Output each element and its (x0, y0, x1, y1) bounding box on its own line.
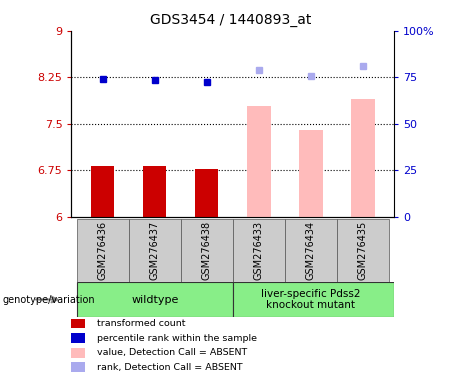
Bar (233, 282, 394, 317)
Text: GSM276434: GSM276434 (306, 221, 316, 280)
Text: percentile rank within the sample: percentile rank within the sample (97, 334, 257, 343)
Bar (77, 219, 129, 282)
Bar (143, 166, 166, 217)
Text: transformed count: transformed count (97, 319, 185, 328)
Text: GSM276438: GSM276438 (202, 221, 212, 280)
Bar (77, 282, 233, 317)
Text: liver-specific Pdss2
knockout mutant: liver-specific Pdss2 knockout mutant (261, 289, 361, 310)
Text: GDS3454 / 1440893_at: GDS3454 / 1440893_at (150, 13, 311, 27)
Text: GSM276433: GSM276433 (254, 221, 264, 280)
Bar (129, 219, 181, 282)
Bar (195, 169, 219, 217)
Bar (337, 219, 389, 282)
Bar (299, 130, 323, 217)
Bar (351, 99, 375, 217)
Text: GSM276435: GSM276435 (358, 221, 368, 280)
Bar (91, 166, 114, 217)
Bar (285, 219, 337, 282)
Text: GSM276436: GSM276436 (98, 221, 108, 280)
Bar (247, 106, 271, 217)
Text: value, Detection Call = ABSENT: value, Detection Call = ABSENT (97, 348, 247, 358)
Text: wildtype: wildtype (131, 295, 178, 305)
Bar (233, 219, 285, 282)
Text: genotype/variation: genotype/variation (2, 295, 95, 305)
Text: GSM276437: GSM276437 (150, 221, 160, 280)
Bar (181, 219, 233, 282)
Text: rank, Detection Call = ABSENT: rank, Detection Call = ABSENT (97, 363, 242, 372)
